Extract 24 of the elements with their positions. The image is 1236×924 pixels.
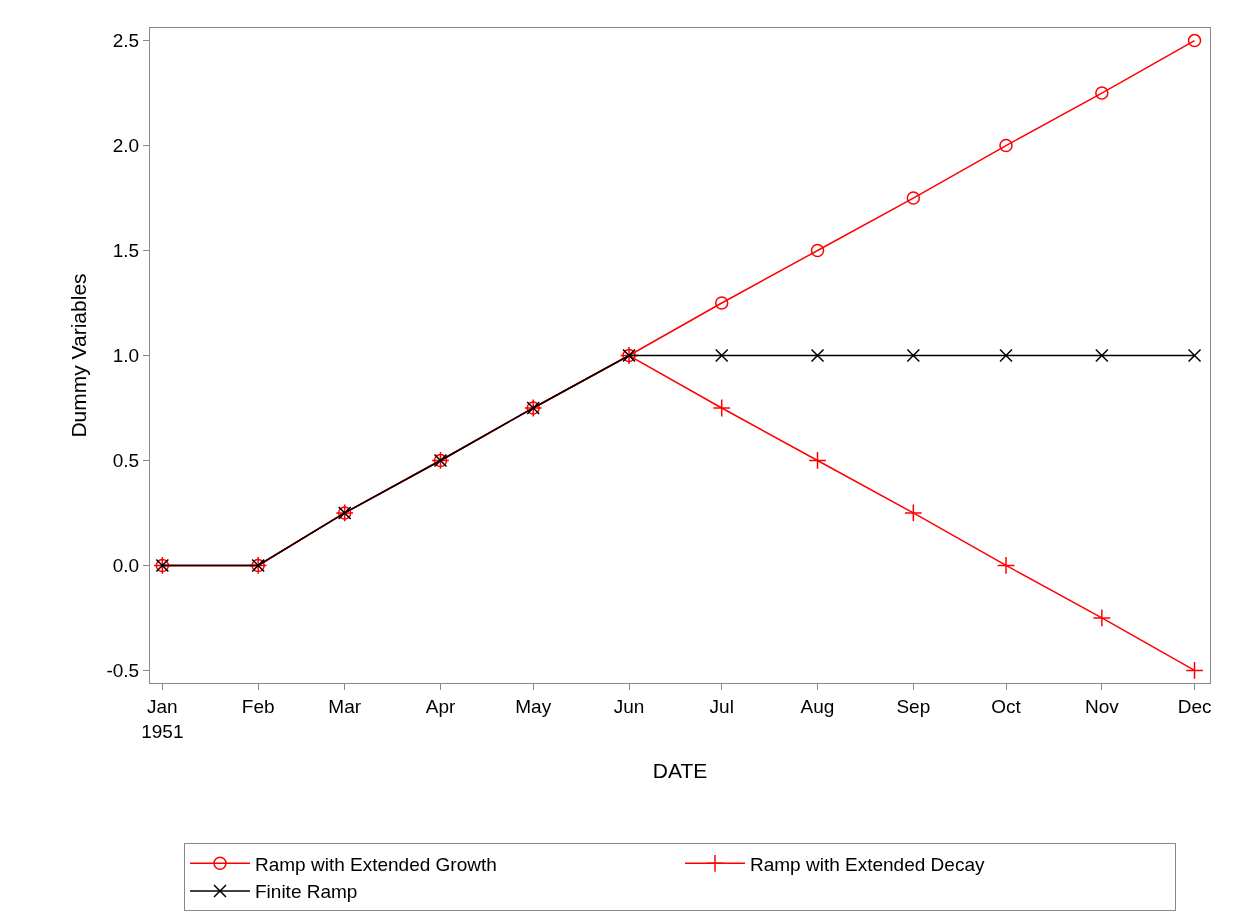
x-tick-label: May [515, 695, 552, 717]
x-tick-label: Nov [1084, 695, 1120, 717]
x-tick-label: Aug [800, 695, 835, 717]
y-tick-label: 1.5 [112, 240, 140, 262]
legend-label: Finite Ramp [255, 881, 358, 903]
y-tick-label: 0.0 [112, 555, 140, 577]
y-tick-label: 0.5 [112, 450, 140, 472]
x-tick-label: Sep [896, 695, 931, 717]
x-tick-label: Jun [613, 695, 645, 717]
x-tick-label: Mar [328, 695, 362, 717]
legend-label: Ramp with Extended Decay [750, 853, 985, 875]
x-tick-label: Jul [709, 695, 734, 717]
y-axis-title: Dummy Variables [66, 273, 90, 438]
y-tick-label: -0.5 [106, 660, 140, 682]
x-tick-label: Apr [425, 695, 456, 717]
x-tick-label: Oct [991, 695, 1022, 717]
y-tick-label: 2.5 [112, 30, 140, 52]
legend-label: Ramp with Extended Growth [255, 853, 497, 875]
x-tick-label: Jan 1951 [141, 695, 184, 742]
x-axis-title: DATE [652, 758, 708, 782]
y-tick-label: 2.0 [112, 135, 140, 157]
y-tick-label: 1.0 [112, 345, 140, 367]
x-tick-label: Dec [1177, 695, 1212, 717]
x-tick-label: Feb [241, 695, 275, 717]
